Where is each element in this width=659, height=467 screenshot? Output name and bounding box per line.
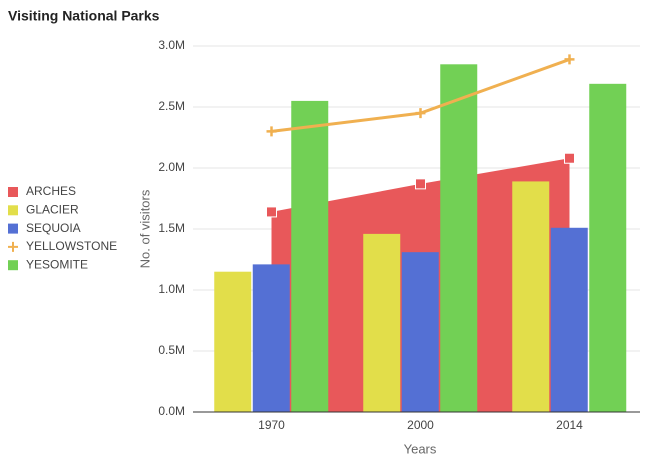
legend-label: YELLOWSTONE <box>26 239 117 253</box>
point-marker <box>266 126 277 137</box>
point-marker <box>415 108 426 119</box>
y-tick-label: 2.5M <box>158 99 185 113</box>
legend-label: ARCHES <box>26 184 76 198</box>
legend-marker <box>8 205 18 216</box>
bar <box>214 271 252 412</box>
legend-label: SEQUOIA <box>26 221 81 235</box>
bar <box>363 233 401 412</box>
bar <box>550 227 588 412</box>
chart-title: Visiting National Parks <box>8 8 160 24</box>
y-tick-label: 2.0M <box>158 160 185 174</box>
bar <box>252 264 290 412</box>
x-tick-label: 2000 <box>407 418 434 432</box>
bar <box>440 64 478 413</box>
bar <box>401 252 439 412</box>
y-axis-title: No. of visitors <box>137 189 152 268</box>
legend-marker <box>8 187 18 197</box>
legend-label: GLACIER <box>26 202 79 216</box>
point-marker <box>415 178 426 190</box>
y-tick-label: 0.0M <box>158 404 185 418</box>
bar <box>589 83 627 412</box>
point-marker <box>266 206 277 218</box>
y-tick-label: 1.5M <box>158 221 185 235</box>
y-tick-label: 0.5M <box>158 343 185 357</box>
point-marker <box>564 152 575 164</box>
legend-label: YESOMITE <box>26 257 88 271</box>
x-axis-title: Years <box>404 441 437 456</box>
x-tick-label: 1970 <box>258 418 285 432</box>
y-tick-label: 1.0M <box>158 282 185 296</box>
y-tick-label: 3.0M <box>158 38 185 52</box>
bar <box>291 100 329 413</box>
legend-marker <box>8 260 18 271</box>
point-marker <box>564 54 575 65</box>
bar <box>512 181 550 412</box>
legend-marker <box>8 223 18 234</box>
x-tick-label: 2014 <box>556 418 583 432</box>
legend-marker <box>8 241 18 252</box>
